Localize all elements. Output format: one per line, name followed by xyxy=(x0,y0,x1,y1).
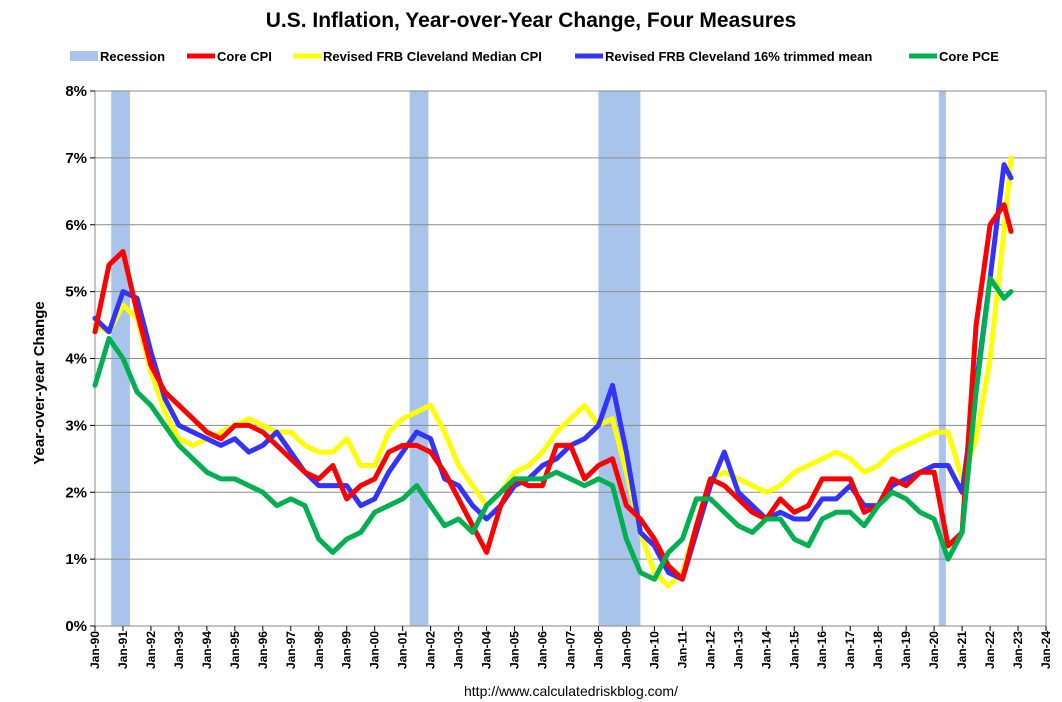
y-tick-label: 5% xyxy=(65,284,87,301)
y-tick-label: 4% xyxy=(65,351,87,368)
series-line-2 xyxy=(92,202,1014,582)
x-tick-label: Jan-98 xyxy=(312,631,326,669)
x-tick-label: Jan-11 xyxy=(675,631,689,669)
x-tick-label: Jan-96 xyxy=(256,631,270,669)
gridlines xyxy=(95,90,1046,627)
y-axis-ticks: 0% 1% 2% 3% 4% 5% 6% 7% 8% xyxy=(65,83,95,635)
legend-swatch xyxy=(70,51,98,61)
series-lines xyxy=(92,155,1014,589)
x-tick-label: Jan-16 xyxy=(815,631,829,669)
x-tick-label: Jan-23 xyxy=(1011,631,1025,669)
y-tick-label: 7% xyxy=(65,150,87,167)
x-tick-label: Jan-01 xyxy=(396,631,410,669)
series-line-0 xyxy=(92,155,1014,589)
x-tick-label: Jan-20 xyxy=(927,631,941,669)
x-tick-label: Jan-95 xyxy=(228,631,242,669)
x-tick-label: Jan-06 xyxy=(536,631,550,669)
x-tick-label: Jan-17 xyxy=(843,631,857,669)
x-axis-ticks: Jan-90 Jan-91 Jan-92 Jan-93 Jan-94 Jan-95 Jan-… xyxy=(88,626,1053,669)
x-tick-label: Jan-07 xyxy=(564,631,578,669)
series-line-3 xyxy=(92,275,1014,582)
y-tick-label: 6% xyxy=(65,217,87,234)
y-tick-label: 1% xyxy=(65,551,87,568)
x-tick-label: Jan-94 xyxy=(200,631,214,669)
x-tick-label: Jan-22 xyxy=(983,631,997,669)
y-tick-label: 0% xyxy=(65,618,87,635)
x-tick-label: Jan-90 xyxy=(88,631,102,669)
x-tick-label: Jan-03 xyxy=(452,631,466,669)
legend: Recession Core CPI Revised FRB Cleveland M… xyxy=(70,49,999,64)
legend-label: Revised FRB Cleveland 16% trimmed mean xyxy=(605,49,872,64)
legend-label: Revised FRB Cleveland Median CPI xyxy=(323,49,542,64)
y-axis-label: Year-over-year Change xyxy=(31,301,48,464)
legend-label: Core CPI xyxy=(217,49,272,64)
legend-label: Recession xyxy=(100,49,165,64)
y-tick-label: 3% xyxy=(65,417,87,434)
x-tick-label: Jan-24 xyxy=(1039,631,1053,669)
x-tick-label: Jan-08 xyxy=(591,631,605,669)
x-tick-label: Jan-92 xyxy=(144,631,158,669)
x-tick-label: Jan-10 xyxy=(647,631,661,669)
series-line-1 xyxy=(92,162,1014,582)
legend-label: Core PCE xyxy=(939,49,999,64)
x-tick-label: Jan-91 xyxy=(116,631,130,669)
x-tick-label: Jan-18 xyxy=(871,631,885,669)
x-tick-label: Jan-19 xyxy=(899,631,913,669)
source-url: http://www.calculatedriskblog.com/ xyxy=(464,683,678,699)
x-tick-label: Jan-02 xyxy=(424,631,438,669)
y-tick-label: 8% xyxy=(65,83,87,100)
x-tick-label: Jan-99 xyxy=(340,631,354,669)
chart-title: U.S. Inflation, Year-over-Year Change, F… xyxy=(266,9,797,32)
x-tick-label: Jan-04 xyxy=(480,631,494,669)
y-tick-label: 2% xyxy=(65,484,87,501)
x-tick-label: Jan-00 xyxy=(368,631,382,669)
x-tick-label: Jan-13 xyxy=(731,631,745,669)
x-tick-label: Jan-09 xyxy=(619,631,633,669)
x-tick-label: Jan-12 xyxy=(703,631,717,669)
x-tick-label: Jan-97 xyxy=(284,631,298,669)
x-tick-label: Jan-93 xyxy=(172,631,186,669)
x-tick-label: Jan-05 xyxy=(508,631,522,669)
x-tick-label: Jan-14 xyxy=(759,631,773,669)
x-tick-label: Jan-15 xyxy=(787,631,801,669)
x-tick-label: Jan-21 xyxy=(955,631,969,669)
